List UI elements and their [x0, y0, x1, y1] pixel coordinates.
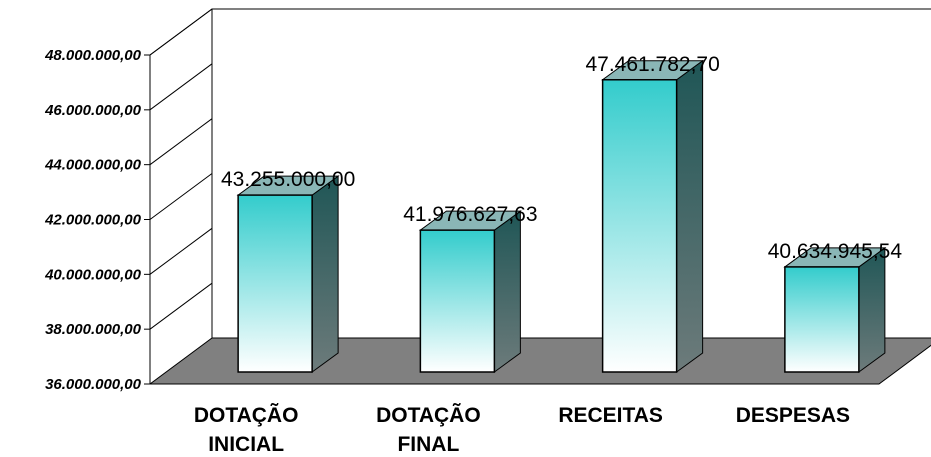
chart-bars	[236, 59, 887, 373]
y-tick-label: 36.000.000,00	[45, 376, 142, 393]
y-tick-diagonal	[149, 227, 213, 275]
chart-axes	[144, 8, 931, 385]
x-tick-label: DESPESAS	[736, 404, 850, 427]
y-tick-diagonal	[149, 63, 213, 111]
data-label: 40.634.945,54	[768, 240, 903, 263]
bar	[784, 266, 860, 373]
data-label: 43.255.000,00	[221, 168, 355, 191]
y-tick-diagonal	[149, 8, 213, 56]
y-tick-label: 44.000.000,00	[44, 157, 142, 174]
x-tick-label: DOTAÇÃO INICIAL	[194, 404, 299, 456]
bar	[237, 194, 313, 373]
y-tick-diagonal	[149, 282, 213, 330]
y-tick-diagonal	[149, 173, 213, 220]
x-tick-label: DOTAÇÃO FINAL	[376, 404, 481, 456]
y-tick-diagonal	[149, 118, 213, 166]
data-label: 41.976.627,63	[403, 203, 537, 226]
x-tick-label: RECEITAS	[558, 404, 663, 427]
y-tick-label: 48.000.000,00	[44, 47, 142, 64]
bar-side	[676, 59, 704, 373]
y-tick-label: 42.000.000,00	[44, 212, 142, 229]
y-tick-label: 40.000.000,00	[44, 266, 142, 283]
y-tick-label: 46.000.000,00	[44, 102, 142, 119]
y-tick-label: 38.000.000,00	[45, 321, 142, 338]
bar	[419, 229, 496, 373]
chart-labels: 36.000.000,00 38.000.000,00 40.000.000,00 4…	[44, 47, 902, 456]
bar-side	[311, 175, 339, 373]
bar	[601, 79, 678, 373]
bar-side	[493, 210, 521, 373]
bar-side	[858, 246, 886, 373]
chart-floor	[148, 337, 931, 385]
data-label: 47.461.782,70	[585, 53, 719, 76]
